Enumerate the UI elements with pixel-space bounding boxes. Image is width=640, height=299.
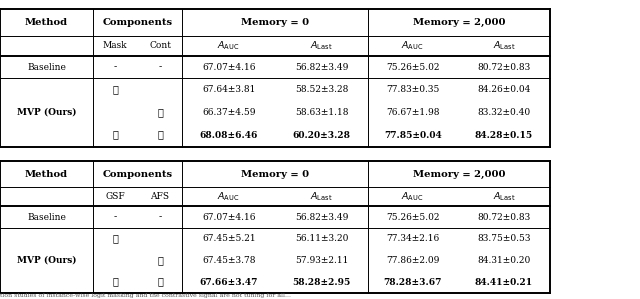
Text: 77.34±2.16: 77.34±2.16 <box>386 234 440 243</box>
Text: $\mathit{A}_{\mathrm{AUC}}$: $\mathit{A}_{\mathrm{AUC}}$ <box>218 39 240 52</box>
Text: 67.66±3.47: 67.66±3.47 <box>200 278 258 287</box>
Text: -: - <box>113 62 117 71</box>
Text: $\mathit{A}_{\mathrm{AUC}}$: $\mathit{A}_{\mathrm{AUC}}$ <box>401 39 424 52</box>
Text: 77.86±2.09: 77.86±2.09 <box>386 256 440 265</box>
Text: Baseline: Baseline <box>27 62 66 71</box>
Text: 77.85±0.04: 77.85±0.04 <box>384 131 442 140</box>
Text: 67.45±3.78: 67.45±3.78 <box>202 256 255 265</box>
Text: 80.72±0.83: 80.72±0.83 <box>477 62 531 71</box>
Text: Memory = 2,000: Memory = 2,000 <box>413 18 506 27</box>
Text: Memory = 0: Memory = 0 <box>241 18 309 27</box>
Text: 68.08±6.46: 68.08±6.46 <box>200 131 258 140</box>
Text: $\mathit{A}_{\mathrm{Last}}$: $\mathit{A}_{\mathrm{Last}}$ <box>493 39 515 52</box>
Text: -: - <box>158 213 162 222</box>
Text: 56.82±3.49: 56.82±3.49 <box>295 213 348 222</box>
Text: 58.63±1.18: 58.63±1.18 <box>295 108 348 117</box>
Text: 58.52±3.28: 58.52±3.28 <box>295 85 348 94</box>
Text: $\mathit{A}_{\mathrm{Last}}$: $\mathit{A}_{\mathrm{Last}}$ <box>310 190 333 203</box>
Text: Components: Components <box>102 170 173 179</box>
Text: Memory = 2,000: Memory = 2,000 <box>413 170 506 179</box>
Text: 84.28±0.15: 84.28±0.15 <box>475 131 533 140</box>
Text: Baseline: Baseline <box>27 213 66 222</box>
Text: 66.37±4.59: 66.37±4.59 <box>202 108 255 117</box>
Text: 56.82±3.49: 56.82±3.49 <box>295 62 348 71</box>
Text: MVP (Ours): MVP (Ours) <box>17 108 76 117</box>
Text: 67.07±4.16: 67.07±4.16 <box>202 213 255 222</box>
Text: 75.26±5.02: 75.26±5.02 <box>386 213 440 222</box>
Text: ✓: ✓ <box>157 278 163 287</box>
Text: 67.45±5.21: 67.45±5.21 <box>202 234 255 243</box>
Text: Method: Method <box>25 18 68 27</box>
Text: 80.72±0.83: 80.72±0.83 <box>477 213 531 222</box>
Text: MVP (Ours): MVP (Ours) <box>17 256 76 265</box>
Text: 83.32±0.40: 83.32±0.40 <box>477 108 531 117</box>
Text: $\mathit{A}_{\mathrm{Last}}$: $\mathit{A}_{\mathrm{Last}}$ <box>310 39 333 52</box>
Text: 76.67±1.98: 76.67±1.98 <box>386 108 440 117</box>
Text: ✓: ✓ <box>157 131 163 140</box>
Text: Mask: Mask <box>103 41 127 50</box>
Text: 84.26±0.04: 84.26±0.04 <box>477 85 531 94</box>
Text: Memory = 0: Memory = 0 <box>241 170 309 179</box>
Text: 56.11±3.20: 56.11±3.20 <box>295 234 348 243</box>
Text: 83.75±0.53: 83.75±0.53 <box>477 234 531 243</box>
Text: 78.28±3.67: 78.28±3.67 <box>383 278 442 287</box>
Text: 77.83±0.35: 77.83±0.35 <box>386 85 440 94</box>
Text: ✓: ✓ <box>112 278 118 287</box>
Text: 67.07±4.16: 67.07±4.16 <box>202 62 255 71</box>
Text: $\mathit{A}_{\mathrm{Last}}$: $\mathit{A}_{\mathrm{Last}}$ <box>493 190 515 203</box>
Text: ✓: ✓ <box>157 108 163 117</box>
Text: 75.26±5.02: 75.26±5.02 <box>386 62 440 71</box>
Text: 60.20±3.28: 60.20±3.28 <box>292 131 351 140</box>
Text: -: - <box>158 62 162 71</box>
Text: 67.64±3.81: 67.64±3.81 <box>202 85 255 94</box>
Text: AFS: AFS <box>150 192 170 201</box>
Text: 84.31±0.20: 84.31±0.20 <box>477 256 531 265</box>
Text: Method: Method <box>25 170 68 179</box>
Text: ✓: ✓ <box>112 131 118 140</box>
Text: $\mathit{A}_{\mathrm{AUC}}$: $\mathit{A}_{\mathrm{AUC}}$ <box>401 190 424 203</box>
Text: GSF: GSF <box>106 192 125 201</box>
Text: -: - <box>113 213 117 222</box>
Text: $\mathit{A}_{\mathrm{AUC}}$: $\mathit{A}_{\mathrm{AUC}}$ <box>218 190 240 203</box>
Text: 84.41±0.21: 84.41±0.21 <box>475 278 533 287</box>
Text: 58.28±2.95: 58.28±2.95 <box>292 278 351 287</box>
Text: ✓: ✓ <box>157 256 163 265</box>
Text: ✓: ✓ <box>112 85 118 94</box>
Text: ✓: ✓ <box>112 234 118 243</box>
Text: Components: Components <box>102 18 173 27</box>
Text: 57.93±2.11: 57.93±2.11 <box>295 256 348 265</box>
Text: tion studies of instance-wise logit masking and the contrastive signal are not t: tion studies of instance-wise logit mask… <box>0 292 291 298</box>
Text: Cont: Cont <box>149 41 171 50</box>
